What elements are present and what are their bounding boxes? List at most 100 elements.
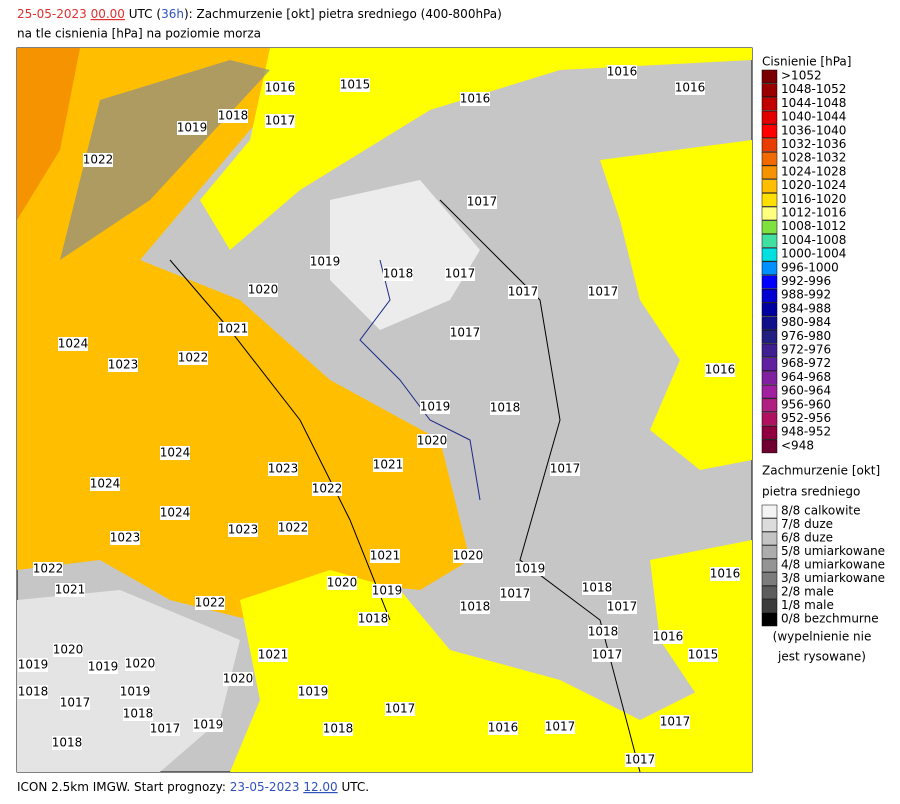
isobar-label-box: [358, 612, 388, 626]
isobar-label: 1023: [110, 531, 141, 545]
forecast-date: 25-05-2023: [17, 7, 87, 21]
pressure-legend-label: 1000-1004: [781, 247, 846, 261]
cloud-area: [60, 60, 270, 260]
isobar-label-box: [268, 462, 298, 476]
isobar-label: 1024: [160, 506, 191, 520]
isobar-label-box: [373, 458, 403, 472]
isobar-label: 1020: [453, 549, 484, 563]
isobar-label: 1021: [370, 549, 401, 563]
isobar-label-box: [490, 401, 520, 415]
start-hour: 12.00: [303, 780, 337, 794]
pressure-legend-title: Cisnienie [hPa]: [762, 55, 851, 69]
zone: UTC.: [342, 780, 370, 794]
subtitle: na tle cisnienia [hPa] na poziomie morza: [17, 27, 261, 41]
isobar-label-box: [588, 625, 618, 639]
isobar-label: 1024: [160, 446, 191, 460]
isobar-label: 1019: [120, 685, 151, 699]
pressure-legend-label: 1028-1032: [781, 151, 846, 165]
cloud-swatch: [761, 504, 778, 519]
zone: UTC (: [129, 7, 161, 21]
isobar-label-box: [445, 267, 475, 281]
isobar-label-box: [218, 109, 248, 123]
isobar-label: 1022: [178, 351, 209, 365]
isobar-label-box: [710, 567, 740, 581]
isobar-label: 1017: [500, 587, 531, 601]
isobar-label-box: [625, 753, 655, 767]
isobar-label: 1018: [323, 722, 354, 736]
isobar-label-box: [160, 446, 190, 460]
isobar-label: 1016: [675, 81, 706, 95]
isobar-label: 1017: [508, 285, 539, 299]
pressure-legend-label: 968-972: [781, 356, 831, 370]
isobar-label: 1020: [248, 283, 279, 297]
isobar-label-box: [258, 648, 288, 662]
isobar-label-box: [265, 114, 295, 128]
header-line: 25-05-2023 00.00 UTC (36h): Zachmurzenie…: [17, 7, 502, 21]
isobar-label-box: [120, 685, 150, 699]
isobar-label: 1023: [228, 523, 259, 537]
isobar-label-box: [278, 521, 308, 535]
border: [439, 199, 641, 773]
isobar-label-box: [83, 153, 113, 167]
isobar-label-box: [372, 584, 402, 598]
isobar-label-box: [265, 81, 295, 95]
isobar-label: 1016: [488, 721, 519, 735]
isobar-label-box: [508, 285, 538, 299]
isobar-label: 1020: [327, 576, 358, 590]
isobar-label: 1018: [18, 685, 49, 699]
cloud-swatch: [761, 572, 778, 586]
isobar-label-box: [588, 285, 618, 299]
isobar-label-box: [18, 658, 48, 672]
isobar-label: 1018: [588, 625, 619, 639]
pressure-legend-label: 1044-1048: [781, 96, 846, 110]
pressure-swatch: [761, 165, 778, 180]
pressure-swatch: [761, 302, 778, 317]
isobar-label-box: [123, 707, 153, 721]
isobar-label-box: [177, 121, 207, 135]
isobar-label-box: [488, 721, 518, 735]
pressure-legend-label: 1040-1044: [781, 110, 846, 124]
pressure-area: [17, 260, 470, 620]
pressure-legend-label: 952-956: [781, 411, 831, 425]
pressure-legend-label: 1008-1012: [781, 219, 846, 233]
isobar-label: 1024: [90, 477, 121, 491]
isobar-label-box: [592, 648, 622, 662]
pressure-swatch: [761, 439, 778, 454]
isobar-label-box: [52, 736, 82, 750]
isobar-label: 1018: [358, 612, 389, 626]
isobar-label: 1018: [582, 581, 613, 595]
isobar-label: 1018: [490, 401, 521, 415]
pressure-legend-label: 976-980: [781, 329, 831, 343]
isobar-label-box: [582, 581, 612, 595]
isobar-label: 1017: [385, 702, 416, 716]
cloud-legend-label: 1/8 male: [781, 598, 834, 612]
isobar-label-box: [108, 358, 138, 372]
isobar-label-box: [90, 477, 120, 491]
isobar-label-box: [460, 600, 490, 614]
isobar-label: 1017: [660, 715, 691, 729]
isobar-label: 1019: [18, 658, 49, 672]
isobar-label-box: [688, 648, 718, 662]
cloud-legend-title: pietra sredniego: [762, 485, 860, 499]
river: [359, 259, 481, 501]
pressure-swatch: [761, 124, 778, 139]
isobar-label: 1021: [55, 583, 86, 597]
isobar-label: 1018: [460, 600, 491, 614]
isobar-label: 1016: [607, 65, 638, 79]
isobar-label-box: [228, 523, 258, 537]
isobar-label-box: [675, 81, 705, 95]
pressure-legend-label: 1036-1040: [781, 123, 846, 137]
pressure-legend-label: 1004-1008: [781, 233, 846, 247]
isobar-label: 1018: [52, 736, 83, 750]
pressure-legend-label: >1052: [781, 69, 822, 83]
isobar-label: 1020: [53, 643, 84, 657]
isobar-label: 1020: [223, 672, 254, 686]
isobar-label-box: [370, 549, 400, 563]
pressure-swatch: [761, 193, 778, 207]
pressure-legend-label: 948-952: [781, 425, 831, 439]
cloud-legend-label: 5/8 umiarkowane: [781, 544, 885, 558]
isobar-label-box: [545, 720, 575, 734]
isobar-label: 1016: [460, 92, 491, 106]
isobar-label: 1023: [268, 462, 299, 476]
isobar-label: 1017: [265, 114, 296, 128]
